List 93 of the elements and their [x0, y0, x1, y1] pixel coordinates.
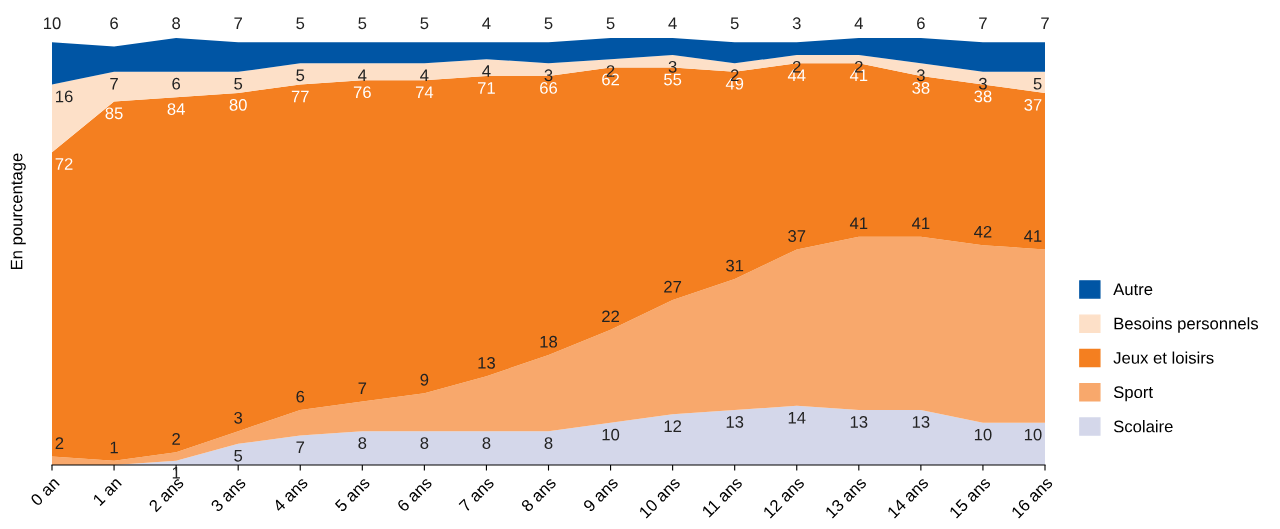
data-label: 7	[979, 17, 987, 29]
data-label: 4	[420, 69, 429, 81]
x-tick-label: 10 ans	[638, 476, 681, 519]
data-label: 12	[664, 420, 682, 432]
data-label: 2	[55, 437, 64, 449]
data-label: 41	[1024, 230, 1042, 242]
data-label: 10	[602, 428, 620, 441]
x-tick-label: 8 ans	[520, 476, 557, 513]
data-label: 5	[296, 17, 305, 30]
y-axis-title: En pourcentage	[10, 153, 26, 270]
data-label: 1	[110, 441, 118, 454]
data-label: 42	[974, 225, 992, 238]
data-label: 10	[1024, 428, 1042, 441]
data-label: 4	[854, 17, 863, 29]
x-tick-label: 11 ans	[701, 476, 743, 518]
data-label: 38	[974, 90, 992, 103]
data-label: 6	[110, 17, 118, 30]
data-label: 5	[234, 450, 243, 462]
data-label: 77	[291, 90, 309, 103]
x-tick-label: 5 ans	[334, 476, 371, 513]
data-label: 4	[482, 65, 491, 77]
data-label: 84	[167, 103, 185, 115]
data-label: 7	[1041, 17, 1049, 29]
data-label: 74	[415, 86, 434, 98]
data-label: 6	[917, 17, 925, 30]
legend-label: Autre	[1113, 283, 1153, 296]
data-label: 4	[358, 69, 367, 81]
data-label: 5	[358, 17, 367, 30]
data-label: 66	[540, 82, 558, 94]
data-label: 6	[172, 77, 181, 90]
data-label: 55	[664, 73, 682, 86]
x-tick-label: 4 ans	[272, 476, 309, 513]
data-label: 5	[1033, 77, 1042, 90]
data-label: 41	[911, 217, 930, 230]
legend-label: Jeux et loisirs	[1113, 351, 1214, 364]
data-label: 18	[540, 335, 558, 348]
x-tick-label: 0 an	[29, 476, 60, 507]
data-label: 16	[56, 90, 73, 103]
data-label: 8	[544, 437, 553, 449]
data-label: 72	[55, 158, 73, 170]
data-label: 71	[478, 82, 495, 94]
x-tick-label: 6 ans	[396, 476, 433, 513]
x-tick-label: 3 ans	[210, 476, 247, 513]
data-label: 3	[792, 17, 801, 30]
data-label: 10	[974, 428, 992, 441]
x-tick-label: 1 an	[92, 476, 122, 507]
x-tick-label: 13 ans	[824, 476, 868, 519]
data-label: 14	[788, 411, 806, 424]
data-label: 85	[105, 107, 123, 120]
data-label: 7	[110, 77, 118, 90]
data-label: 13	[478, 356, 495, 369]
x-tick-label: 14 ans	[886, 476, 930, 519]
data-label: 1	[172, 466, 180, 479]
data-label: 22	[602, 310, 619, 323]
x-tick-label: 12 ans	[762, 476, 805, 519]
x-tick-label: 9 ans	[582, 476, 619, 513]
data-label: 37	[1024, 98, 1042, 111]
data-label: 5	[420, 17, 429, 30]
data-label: 38	[912, 82, 930, 94]
data-label: 13	[912, 416, 930, 428]
x-tick-label: 15 ans	[948, 476, 992, 519]
legend-label: Sport	[1113, 386, 1153, 402]
data-label: 41	[849, 217, 868, 230]
data-label: 7	[296, 441, 305, 454]
data-label: 5	[544, 17, 553, 30]
data-label: 27	[664, 280, 682, 293]
data-label: 80	[229, 98, 247, 111]
data-label: 6	[296, 390, 305, 403]
data-label: 37	[788, 230, 806, 242]
data-label: 13	[850, 416, 868, 428]
data-label: 31	[726, 259, 744, 272]
x-tick-label: 16 ans	[1010, 476, 1054, 519]
data-label: 76	[353, 86, 371, 99]
data-label: 5	[234, 77, 243, 90]
data-label: 5	[730, 17, 739, 30]
data-label: 8	[420, 437, 429, 449]
data-label: 4	[668, 17, 677, 29]
data-label: 10	[44, 17, 61, 30]
data-label: 7	[358, 382, 367, 394]
data-label: 5	[296, 69, 305, 82]
legend-label: Besoins personnels	[1114, 317, 1259, 333]
data-label: 4	[482, 17, 491, 29]
data-label: 13	[726, 416, 744, 428]
data-label: 8	[358, 437, 367, 449]
x-tick-label: 7 ans	[458, 476, 495, 513]
data-label: 8	[172, 17, 181, 30]
data-label: 8	[482, 437, 491, 449]
data-label: 2	[172, 433, 180, 445]
data-label: 3	[234, 411, 243, 424]
data-label: 7	[234, 17, 242, 29]
data-label: 9	[420, 373, 429, 386]
data-label: 5	[606, 17, 615, 30]
legend-label: Scolaire	[1113, 420, 1173, 433]
